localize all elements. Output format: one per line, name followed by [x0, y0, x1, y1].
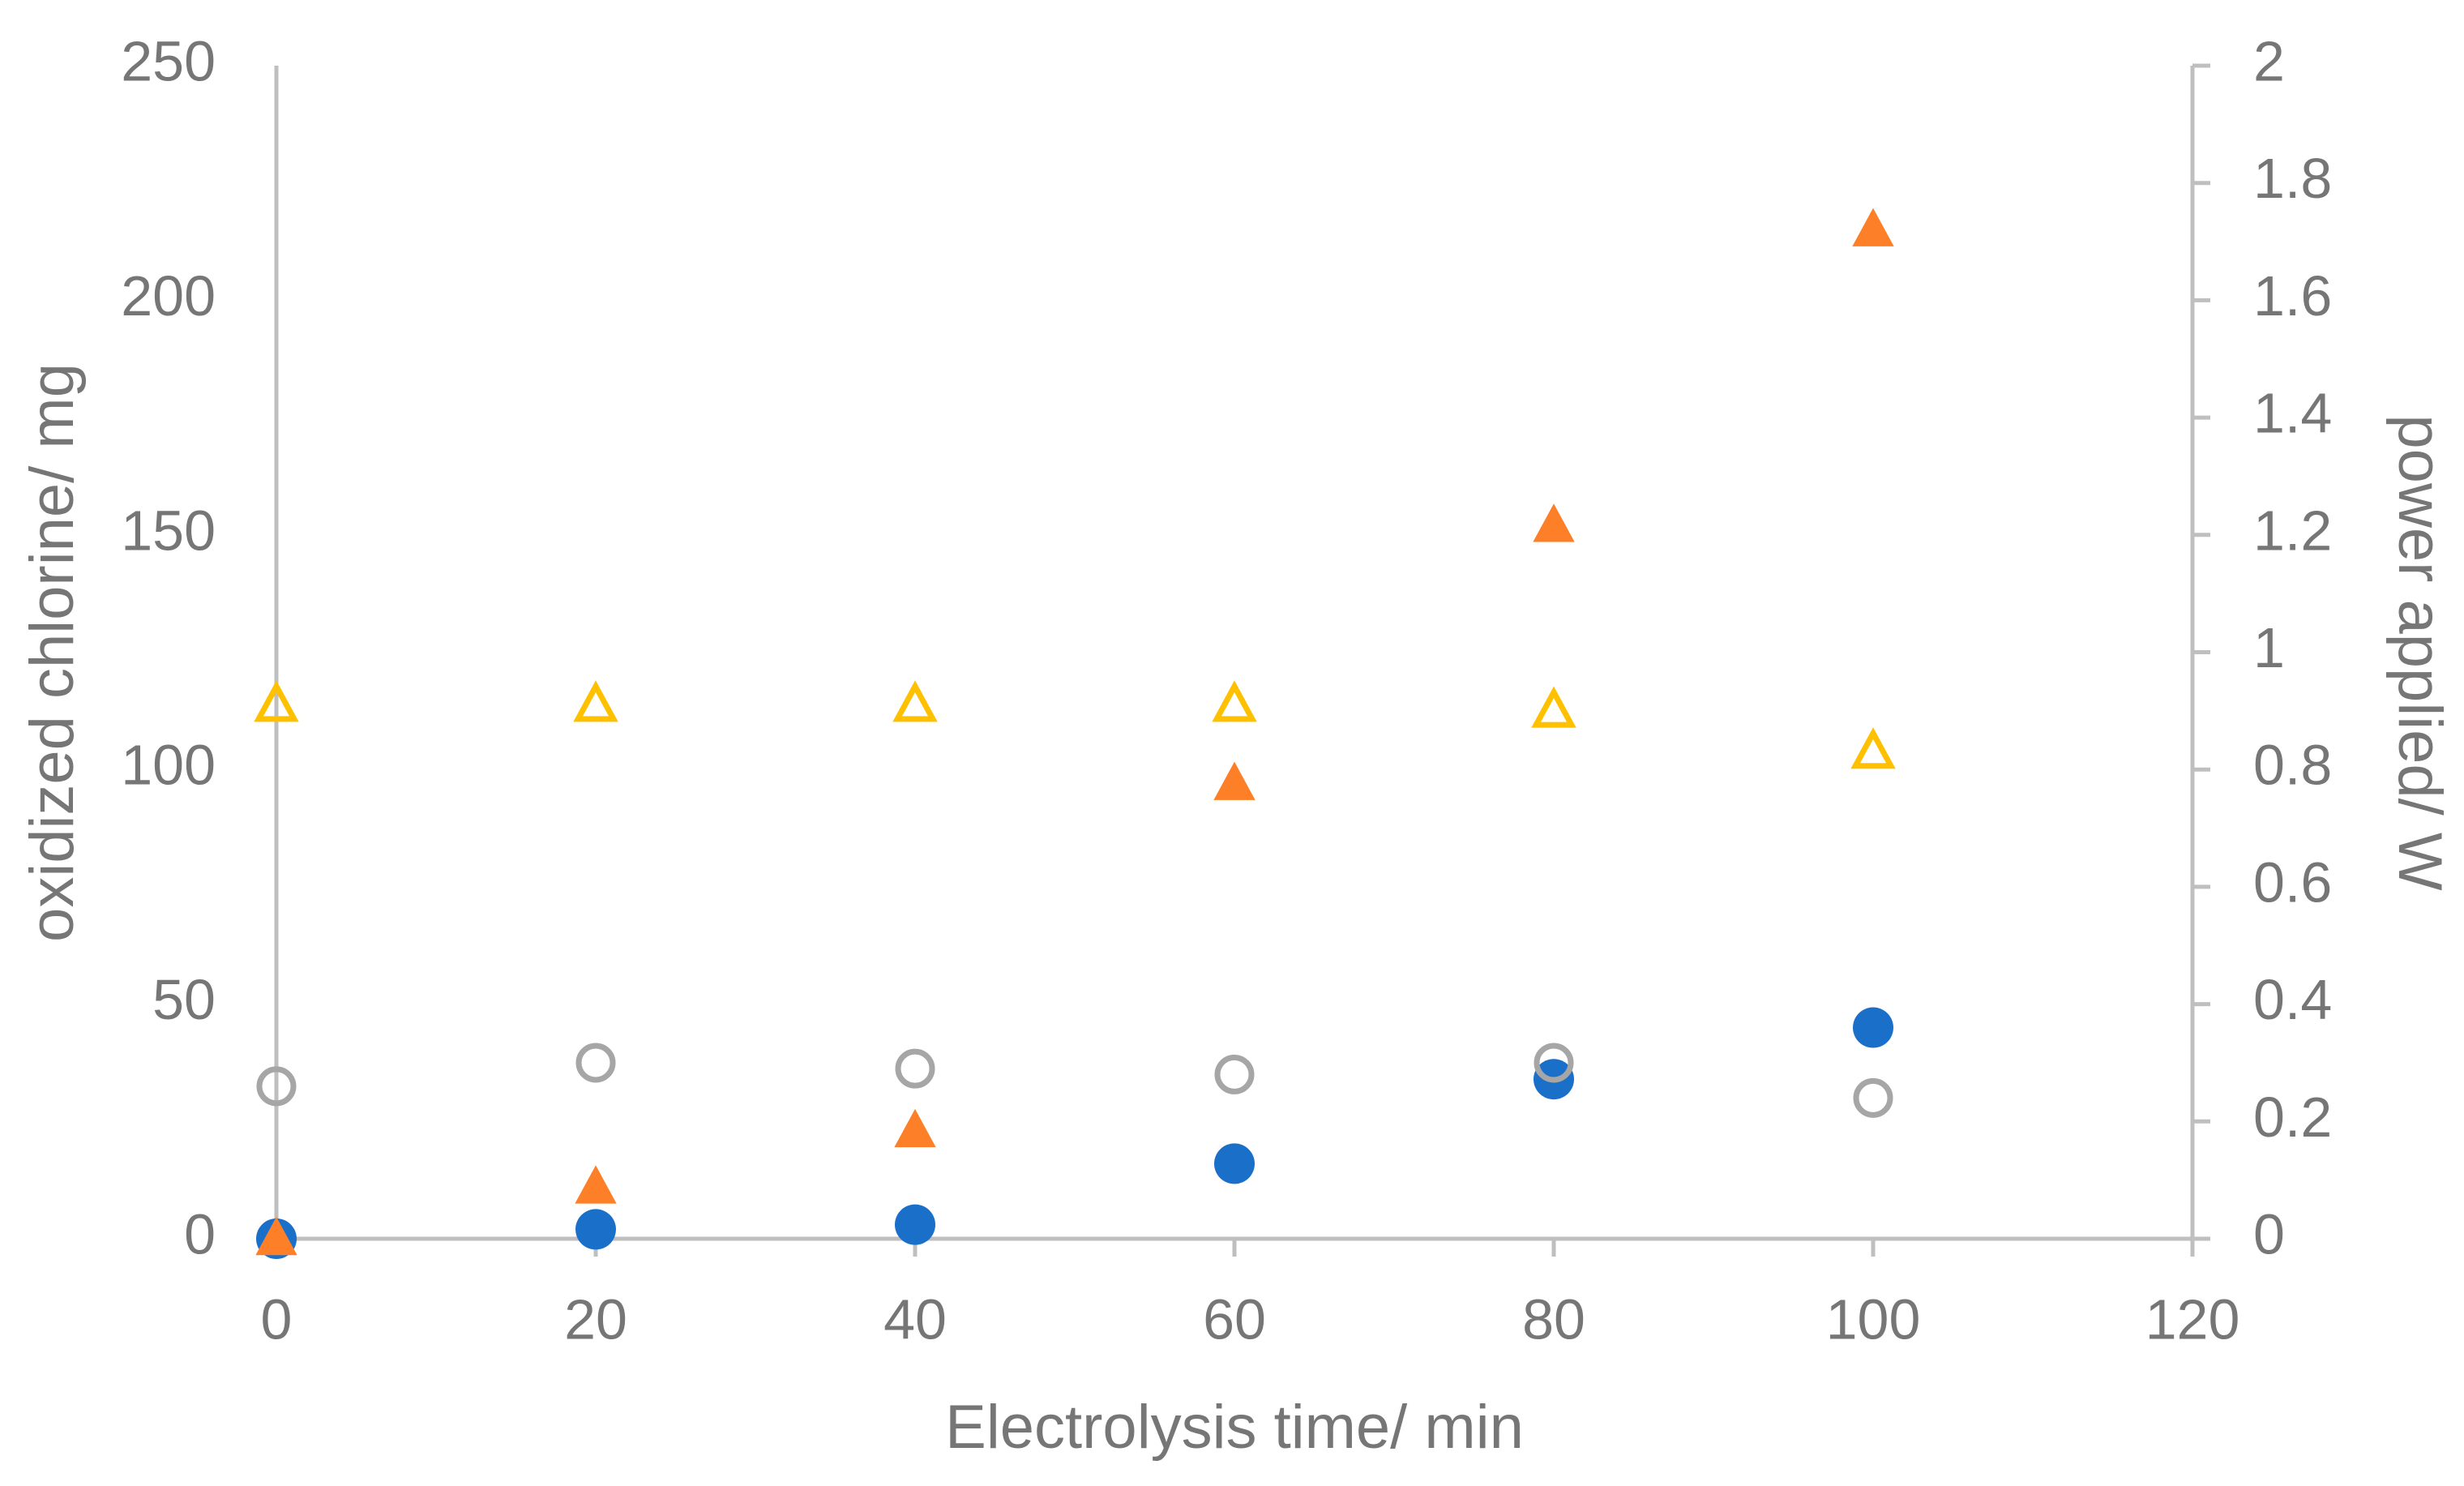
triangle-marker [1850, 727, 1896, 769]
triangle-marker [573, 680, 618, 722]
y2-tick-label: 1 [2253, 616, 2285, 679]
triangle-marker [892, 680, 938, 722]
triangle-marker [575, 1165, 617, 1204]
circle-marker [575, 1043, 616, 1083]
y2-tick-label: 1.6 [2253, 264, 2332, 328]
circle-marker [256, 1066, 297, 1107]
y2-tick-label: 1.4 [2253, 382, 2332, 445]
circle-marker [1853, 1077, 1893, 1118]
y2-tick-label: 0.2 [2253, 1086, 2332, 1149]
x-tick-label: 100 [1826, 1287, 1921, 1351]
triangle-marker [1531, 686, 1576, 728]
triangle-marker [1852, 208, 1894, 246]
y2-tick-label: 1.2 [2253, 499, 2332, 562]
triangle-marker [894, 1108, 936, 1148]
y-tick-label: 150 [121, 499, 216, 562]
x-tick-label: 120 [2145, 1287, 2240, 1351]
circle-marker [1214, 1054, 1255, 1094]
triangle-marker [1212, 680, 1257, 722]
triangle-marker [1533, 503, 1575, 542]
y-axis-title: oxidized chlorine/ mg [18, 363, 87, 942]
y2-axis-title: power applied/ W [2385, 414, 2454, 890]
y2-tick-label: 0.8 [2253, 734, 2332, 797]
x-tick-label: 60 [1203, 1287, 1266, 1351]
circle-marker [895, 1204, 935, 1245]
y-tick-label: 250 [121, 29, 216, 92]
circle-marker [895, 1048, 935, 1089]
triangle-marker [1213, 761, 1256, 800]
y-tick-label: 100 [121, 734, 216, 797]
x-tick-label: 80 [1522, 1287, 1585, 1351]
x-tick-label: 40 [883, 1287, 947, 1351]
y2-tick-label: 1.8 [2253, 147, 2332, 210]
circle-marker [1214, 1143, 1255, 1184]
circle-marker [1534, 1043, 1574, 1083]
circle-marker [575, 1209, 616, 1250]
y-tick-label: 50 [152, 968, 216, 1031]
x-tick-label: 20 [564, 1287, 627, 1351]
circle-marker [1853, 1007, 1893, 1048]
y2-tick-label: 2 [2253, 29, 2285, 92]
y2-tick-label: 0 [2253, 1202, 2285, 1265]
y2-tick-label: 0.4 [2253, 968, 2332, 1031]
y2-tick-label: 0.6 [2253, 850, 2332, 914]
x-tick-label: 0 [261, 1287, 293, 1351]
triangle-marker [255, 1217, 297, 1256]
y-tick-label: 200 [121, 264, 216, 328]
y-tick-label: 0 [184, 1202, 216, 1265]
x-axis-title: Electrolysis time/ min [945, 1393, 1524, 1462]
triangle-marker [254, 680, 299, 722]
